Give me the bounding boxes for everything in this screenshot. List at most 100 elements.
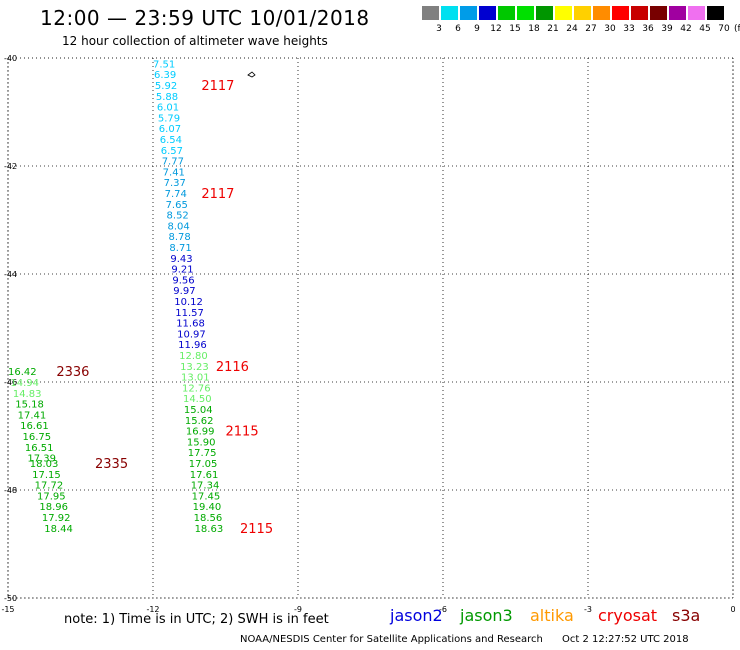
wave-height-value: 19.40 [193,502,222,513]
wave-height-value: 6.54 [160,135,182,146]
scale-label: 15 [509,24,521,34]
wave-height-value: 8.52 [167,211,189,222]
y-tick-label: -42 [4,162,17,171]
wave-height-value: 7.41 [163,167,185,178]
scale-swatch [688,6,705,20]
wave-height-value: 18.56 [194,513,223,524]
wave-height-value: 17.75 [188,448,217,459]
scale-label: 9 [474,24,480,34]
y-tick-label: -48 [4,486,17,495]
footer-credit: NOAA/NESDIS Center for Satellite Applica… [240,634,689,645]
wave-height-value: 9.43 [170,254,192,265]
x-tick-label: -3 [584,605,592,614]
scale-swatch [441,6,458,20]
y-tick-label: -40 [4,54,17,63]
x-tick-label: -15 [1,605,14,614]
scale-label: 27 [585,24,597,34]
wave-height-value: 11.96 [178,340,207,351]
wave-height-value: 17.61 [190,470,219,481]
wave-height-value: 18.96 [39,502,68,513]
wave-height-value: 15.90 [187,437,216,448]
wave-height-value: 5.92 [155,81,177,92]
wave-height-value: 17.34 [191,481,220,492]
scale-unit: (ft) [734,24,740,34]
wave-height-value: 18.63 [195,524,224,535]
wave-height-value: 9.97 [173,286,195,297]
satellite-key-jason3: jason3 [460,606,513,625]
wave-height-value: 14.94 [10,378,39,389]
wave-height-value: 18.44 [44,524,73,535]
island-outline [247,71,256,78]
wave-height-value: 17.15 [32,470,61,481]
wave-height-value: 13.01 [181,373,210,384]
scale-swatch [707,6,724,20]
scale-swatch [536,6,553,20]
wave-height-value: 17.72 [35,481,64,492]
wave-height-value: 8.04 [168,221,190,232]
scale-swatch [574,6,591,20]
scale-label: 3 [436,24,442,34]
wave-height-value: 13.23 [180,362,209,373]
time-label: 2117 [201,187,234,202]
wave-height-value: 16.61 [20,421,49,432]
wave-height-value: 15.04 [184,405,213,416]
wave-height-value: 17.95 [37,491,66,502]
wave-height-value: 14.50 [183,394,212,405]
time-label: 2116 [216,360,249,375]
scale-label: 6 [455,24,461,34]
wave-height-value: 5.79 [158,113,180,124]
scale-swatch [612,6,629,20]
time-label: 2336 [56,365,89,380]
wave-height-value: 7.65 [166,200,188,211]
scale-label: 18 [528,24,540,34]
wave-height-value: 16.51 [25,443,54,454]
wave-height-value: 9.56 [172,275,194,286]
time-label: 2115 [226,425,259,440]
wave-height-value: 9.21 [171,265,193,276]
wave-height-value: 10.97 [177,329,206,340]
wave-height-value: 7.37 [164,178,186,189]
satellite-key-altika: altika [530,606,574,625]
wave-height-value: 16.99 [186,427,215,438]
scale-swatch [631,6,648,20]
scale-swatch [498,6,515,20]
scale-swatch [460,6,477,20]
y-tick-label: -50 [4,594,17,603]
wave-height-value: 6.39 [154,70,176,81]
scale-swatch [517,6,534,20]
wave-height-value: 17.45 [192,491,221,502]
scale-label: 30 [604,24,616,34]
scale-swatch [650,6,667,20]
satellite-key-cryosat: cryosat [598,606,658,625]
footer-source: NOAA/NESDIS Center for Satellite Applica… [240,634,543,645]
scale-label: 12 [490,24,502,34]
scale-label: 45 [699,24,711,34]
footer-timestamp: Oct 2 12:27:52 UTC 2018 [562,634,689,645]
map-subtitle: 12 hour collection of altimeter wave hei… [62,34,328,48]
wave-height-value: 12.76 [182,383,211,394]
wave-height-value: 8.78 [168,232,190,243]
y-tick-label: -46 [4,378,17,387]
wave-height-value: 6.07 [159,124,181,135]
satellite-key-s3a: s3a [672,606,701,625]
wave-height-value: 15.62 [185,416,214,427]
y-tick-label: -44 [4,270,17,279]
scale-label: 33 [623,24,635,34]
scale-swatch [422,6,439,20]
time-label: 2117 [201,79,234,94]
wave-height-value: 7.51 [153,59,175,70]
map-title: 12:00 — 23:59 UTC 10/01/2018 [40,6,370,30]
satellite-key-jason2: jason2 [390,606,443,625]
scale-label: 21 [547,24,559,34]
x-tick-label: 0 [730,605,735,614]
scale-swatch [669,6,686,20]
wave-height-value: 6.57 [161,146,183,157]
wave-height-value: 6.01 [157,103,179,114]
map-frame [7,57,734,599]
wave-height-value: 12.80 [179,351,208,362]
scale-swatch [593,6,610,20]
wave-height-value: 11.57 [175,308,204,319]
x-tick-label: -6 [439,605,447,614]
wave-height-value: 17.41 [18,410,47,421]
